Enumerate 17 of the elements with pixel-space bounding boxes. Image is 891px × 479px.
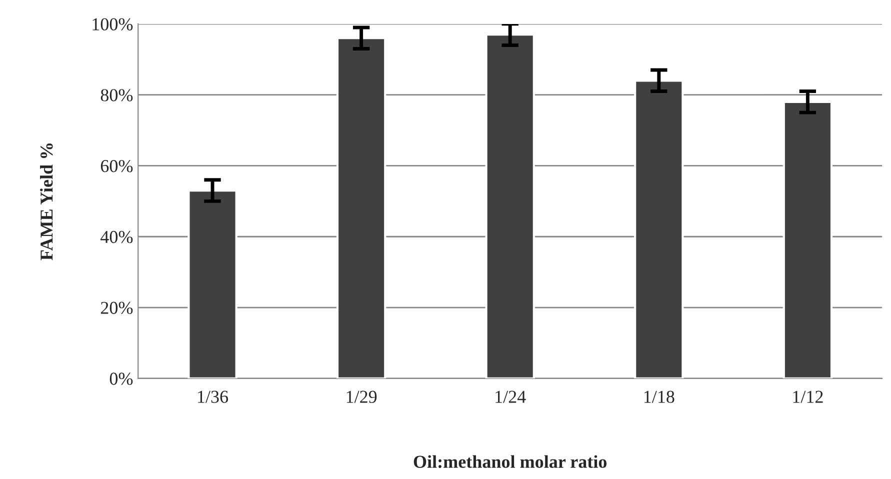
x-tick-label: 1/24 <box>496 390 526 403</box>
bar <box>634 80 684 378</box>
y-tick-label: 100% <box>92 18 133 30</box>
bar <box>336 37 386 378</box>
x-axis-title: Oil:methanol molar ratio <box>414 455 607 468</box>
x-tick-label: 1/18 <box>644 390 674 403</box>
y-tick-label: 20% <box>100 302 133 314</box>
y-tick-label: 60% <box>100 160 133 172</box>
bar <box>485 34 535 378</box>
y-tick-label: 0% <box>110 372 133 385</box>
x-tick-label: 1/36 <box>198 390 228 403</box>
y-tick-label: 40% <box>100 230 133 244</box>
x-tick-label: 1/12 <box>793 390 823 403</box>
bar <box>188 190 238 378</box>
y-axis-title: FAME Yield % <box>40 144 53 260</box>
x-tick-label: 1/29 <box>346 390 377 403</box>
y-tick-label: 80% <box>100 89 133 102</box>
